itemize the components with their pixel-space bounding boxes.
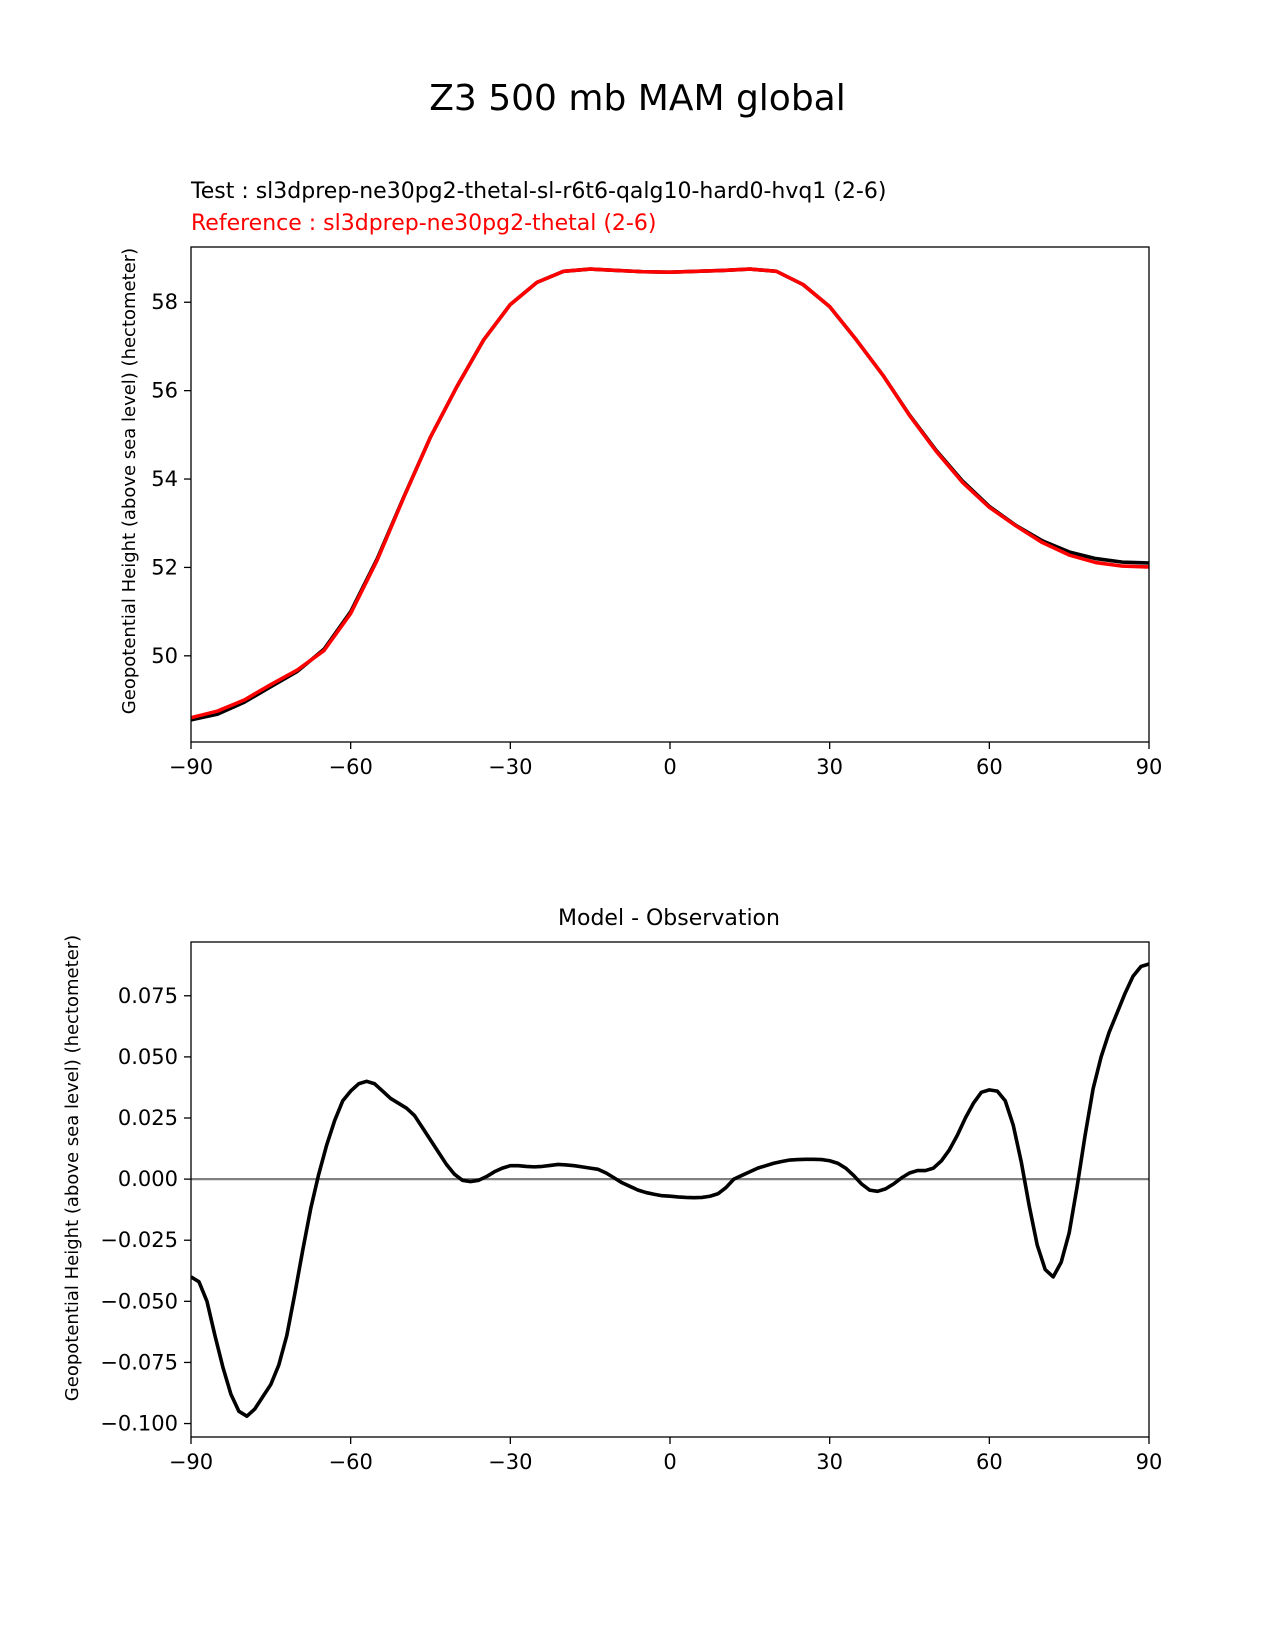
bottom-x-tick-label: 30 <box>816 1450 843 1474</box>
bottom-series-line-difference <box>191 962 1149 1419</box>
test-label: Test : sl3dprep-ne30pg2-thetal-sl-r6t6-q… <box>190 179 886 204</box>
bottom-y-tick-label: 0.025 <box>118 1106 178 1130</box>
top-plot-area: −90 −60 −30 0 30 60 90 50 52 54 56 58 <box>151 246 1163 779</box>
bottom-y-axis-label: Geopotential Height (above sea level) (h… <box>62 935 83 1401</box>
bottom-chart: Model - Observation Geopotential Height … <box>62 906 1162 1474</box>
reference-label: Reference : sl3dprep-ne30pg2-thetal (2-6… <box>191 211 656 236</box>
top-x-tick-label: 30 <box>816 755 843 779</box>
top-x-tick-label: 90 <box>1136 755 1163 779</box>
top-y-tick-label: 56 <box>151 379 178 403</box>
top-chart: Test : sl3dprep-ne30pg2-thetal-sl-r6t6-q… <box>119 179 1162 779</box>
bottom-y-tick-label: −0.025 <box>100 1228 178 1252</box>
top-x-tick-label: −90 <box>169 755 213 779</box>
bottom-y-tick-label: 0.075 <box>118 984 178 1008</box>
top-y-axis-label: Geopotential Height (above sea level) (h… <box>119 248 140 714</box>
bottom-x-tick-label: −60 <box>329 1450 373 1474</box>
bottom-plot-area: −90 −60 −30 0 30 60 90 −0.100 −0.075 −0.050 −0.025… <box>100 941 1163 1474</box>
top-y-tick-label: 52 <box>151 555 178 579</box>
top-x-tick-label: 60 <box>976 755 1003 779</box>
top-x-tick-label: −30 <box>488 755 532 779</box>
top-y-tick-label: 54 <box>151 467 178 491</box>
top-y-tick-label: 58 <box>151 290 178 314</box>
bottom-x-tick-label: −90 <box>169 1450 213 1474</box>
bottom-x-tick-label: 0 <box>663 1450 676 1474</box>
bottom-y-tick-label: −0.050 <box>100 1289 178 1313</box>
top-y-tick-label: 50 <box>151 644 178 668</box>
bottom-y-tick-label: −0.100 <box>100 1412 178 1436</box>
figure-title: Z3 500 mb MAM global <box>429 78 846 119</box>
bottom-x-tick-label: 60 <box>976 1450 1003 1474</box>
bottom-y-tick-label: −0.075 <box>100 1350 178 1374</box>
bottom-x-tick-label: 90 <box>1136 1450 1163 1474</box>
top-x-tick-label: 0 <box>663 755 676 779</box>
top-x-tick-label: −60 <box>329 755 373 779</box>
bottom-y-tick-label: 0.000 <box>118 1167 178 1191</box>
bottom-x-tick-label: −30 <box>488 1450 532 1474</box>
bottom-y-tick-label: 0.050 <box>118 1045 178 1069</box>
top-series-line-reference <box>191 267 1149 720</box>
bottom-title: Model - Observation <box>558 906 780 931</box>
